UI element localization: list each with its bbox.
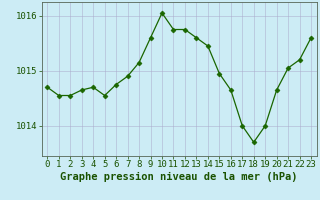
X-axis label: Graphe pression niveau de la mer (hPa): Graphe pression niveau de la mer (hPa) xyxy=(60,172,298,182)
